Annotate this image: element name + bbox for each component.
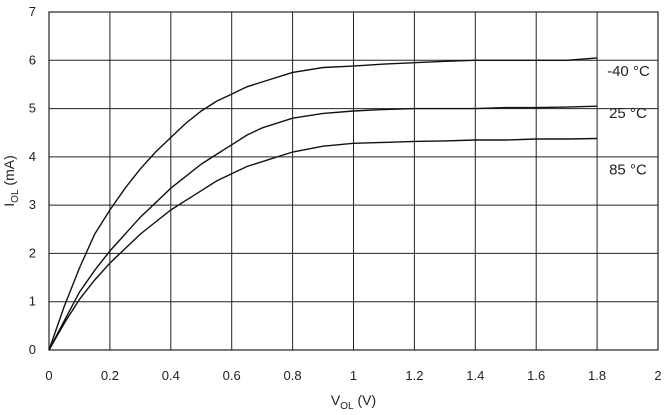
- x-tick-label: 1.6: [527, 368, 545, 383]
- y-tick-label: 6: [29, 52, 36, 67]
- y-tick-label: 4: [29, 149, 36, 164]
- x-tick-labels: 0 0.2 0.4 0.6 0.8 1 1.2 1.4 1.6 1.8 2: [45, 368, 661, 383]
- y-axis-label: IOL (mA): [1, 155, 21, 206]
- series-labels: -40 °C 25 °C 85 °C: [607, 63, 650, 179]
- x-axis-label: VOL (V): [331, 392, 376, 412]
- y-tick-label: 2: [29, 245, 36, 260]
- series-line: [48, 57, 598, 351]
- y-tick-label: 7: [29, 4, 36, 19]
- series-label: 25 °C: [609, 105, 647, 122]
- x-tick-label: 1.8: [588, 368, 606, 383]
- x-tick-label: 1: [350, 368, 357, 383]
- x-tick-label: 2: [654, 368, 661, 383]
- x-tick-label: 0.6: [223, 368, 241, 383]
- x-tick-label: 0.2: [101, 368, 119, 383]
- x-tick-label: 0: [45, 368, 52, 383]
- series-line: [48, 105, 598, 351]
- series-line: [48, 137, 598, 351]
- series-label: 85 °C: [609, 162, 647, 179]
- y-tick-label: 1: [29, 294, 36, 309]
- x-tick-label: 0.8: [284, 368, 302, 383]
- y-tick-label: 5: [29, 101, 36, 116]
- series-lines: [48, 57, 598, 351]
- x-tick-label: 1.4: [466, 368, 484, 383]
- x-tick-label: 1.2: [405, 368, 423, 383]
- series-label: -40 °C: [607, 63, 650, 80]
- y-tick-label: 3: [29, 197, 36, 212]
- plot-frame: [48, 11, 659, 351]
- grid: [48, 11, 659, 351]
- x-tick-label: 0.4: [162, 368, 180, 383]
- y-tick-labels: 0 1 2 3 4 5 6 7: [29, 4, 36, 357]
- y-tick-label: 0: [29, 342, 36, 357]
